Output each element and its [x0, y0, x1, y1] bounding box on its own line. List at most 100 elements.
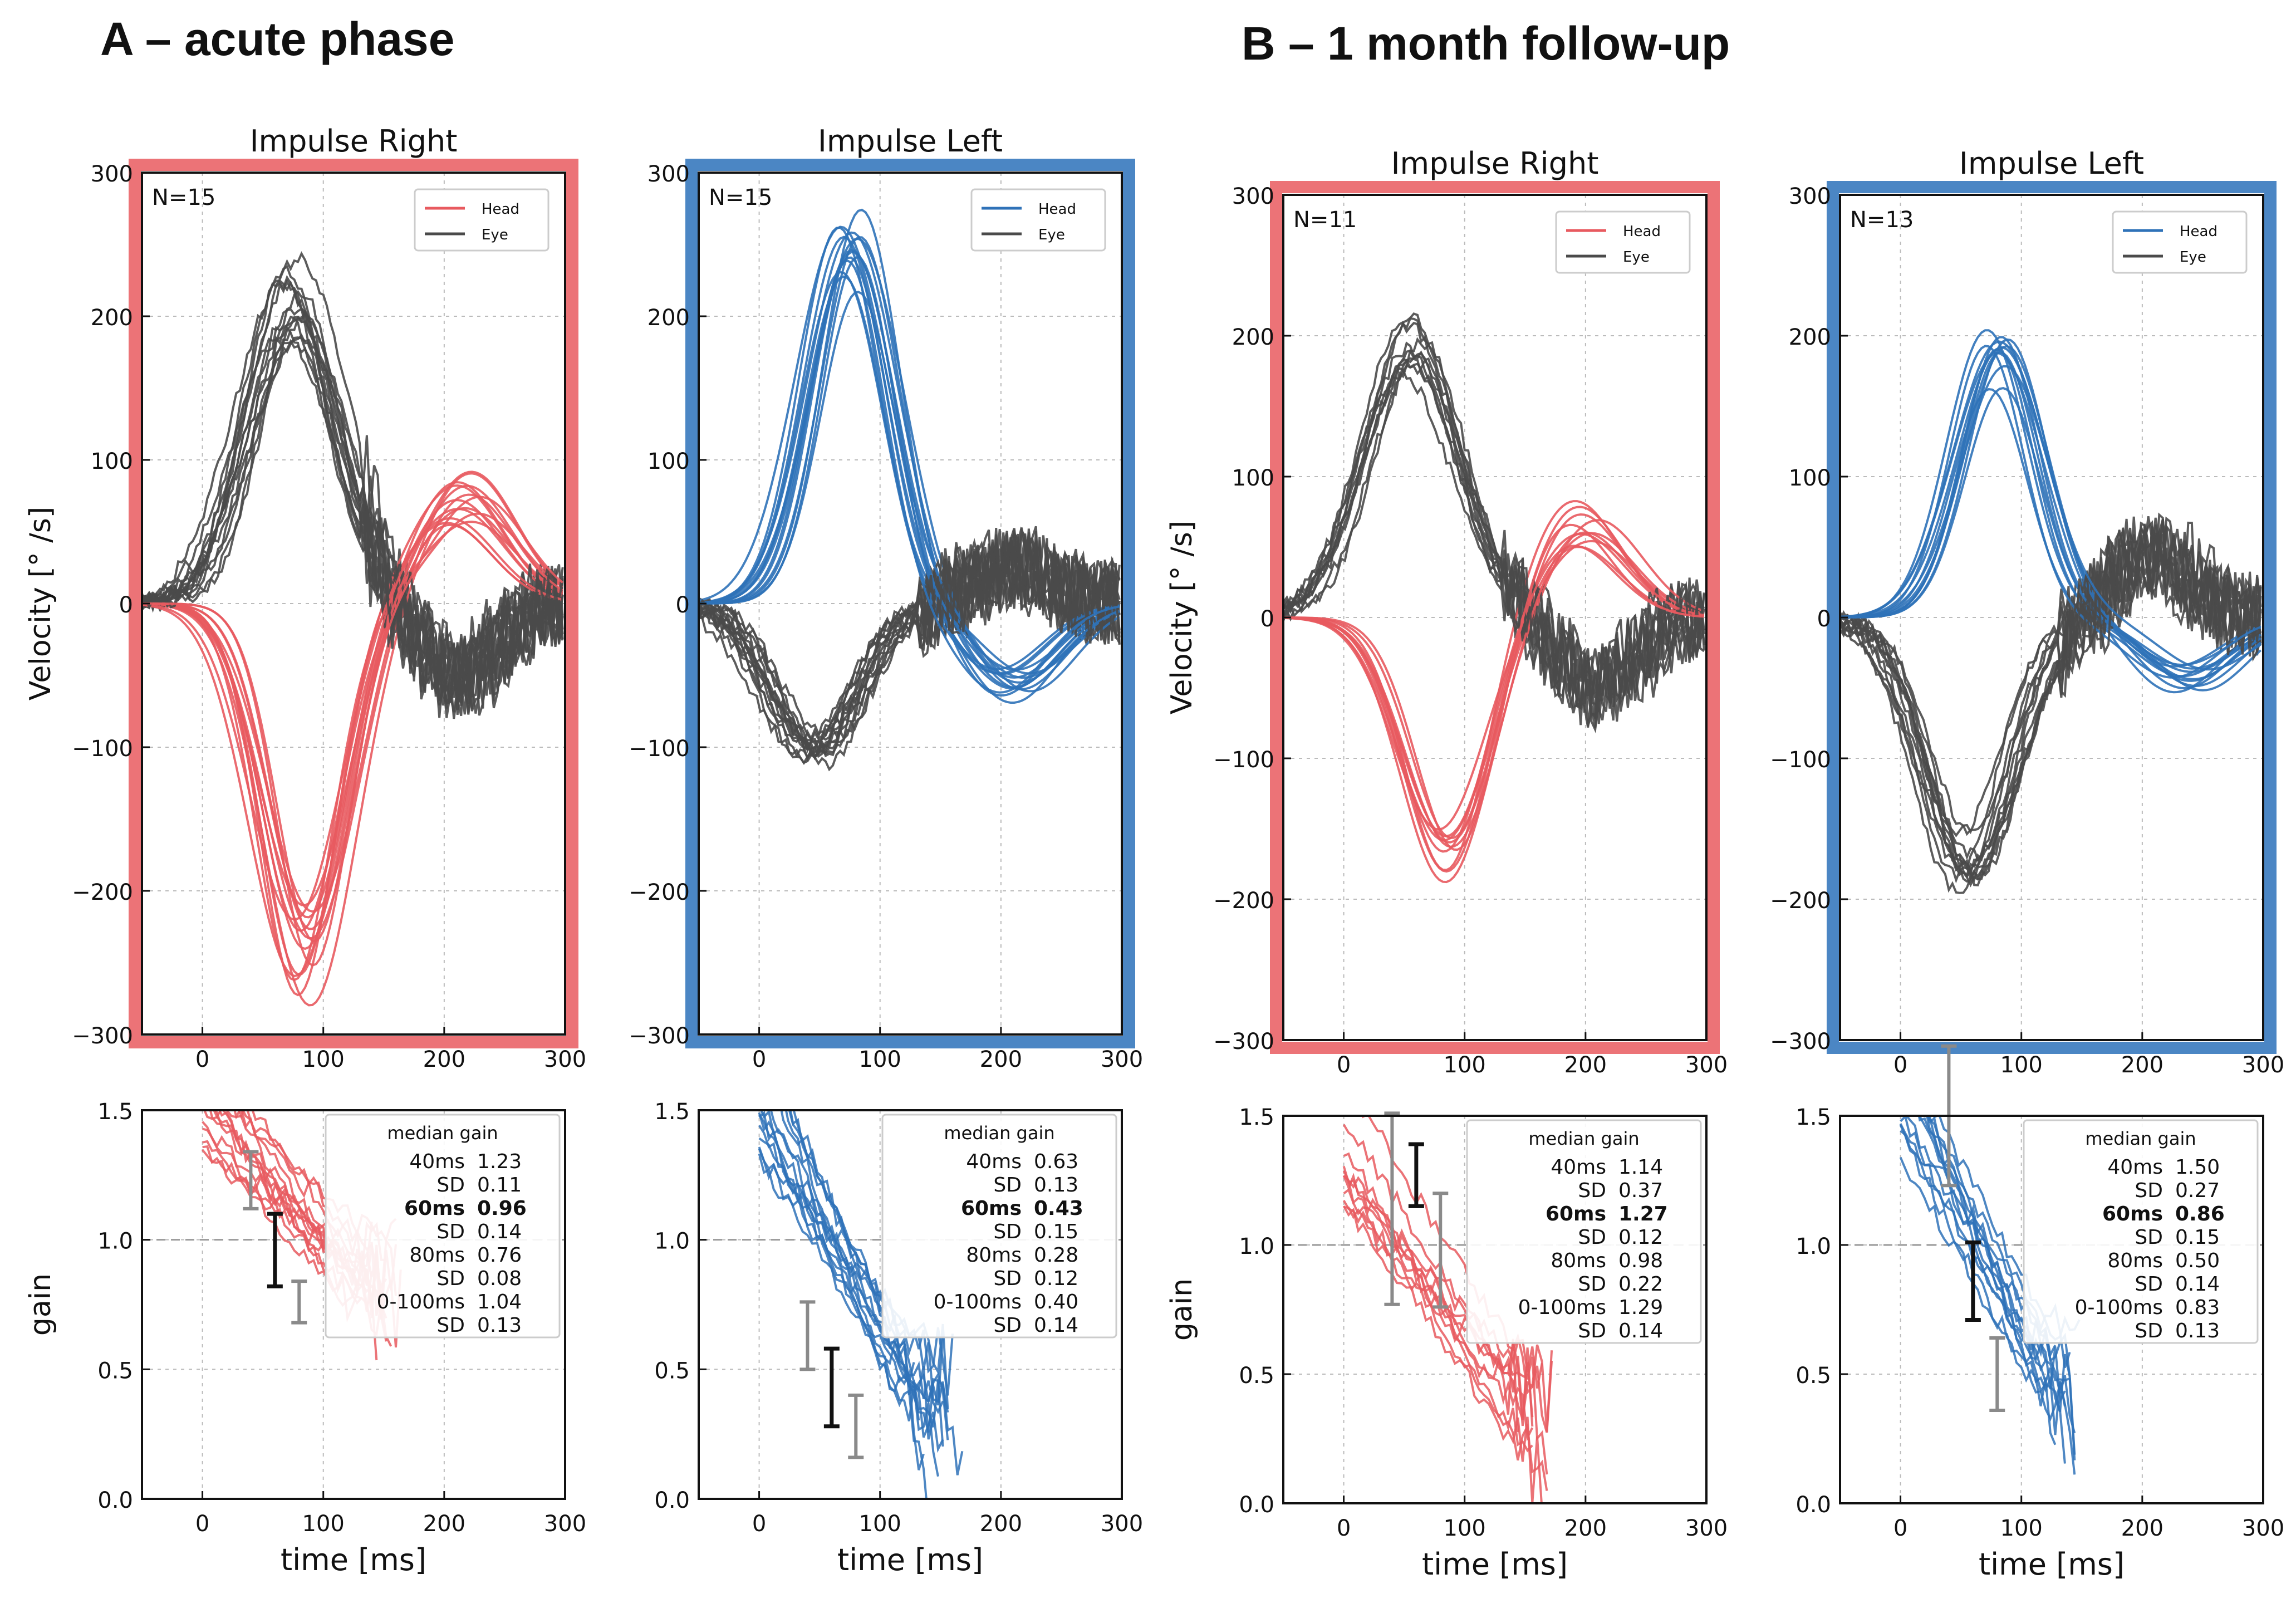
eye-trace [699, 527, 1121, 752]
gain-stats-title: median gain [2085, 1128, 2196, 1149]
head-trace [699, 256, 1120, 670]
legend-head-label: Head [482, 201, 519, 218]
velocity-traces [142, 251, 564, 1007]
gain-axes-box [1839, 1115, 2264, 1504]
xtick-label: 300 [544, 1047, 586, 1072]
gain-stat-value: 0.76 [477, 1244, 522, 1267]
gain-trace [759, 1110, 949, 1428]
gain-stat-label: SD [2135, 1320, 2163, 1342]
ytick-label: −100 [72, 736, 133, 762]
gain-xtick-label: 300 [1101, 1511, 1143, 1537]
gain-stat-label: SD [436, 1174, 465, 1197]
section-title-a: A – acute phase [100, 13, 455, 65]
gain-stat-value: 0.28 [1034, 1244, 1078, 1267]
gain-stat-label: 0-100ms [2075, 1296, 2163, 1319]
head-trace [1840, 338, 2261, 687]
gain-stat-label: SD [2135, 1273, 2163, 1296]
legend-head-label: Head [2180, 223, 2217, 240]
eye-trace [1283, 341, 1705, 734]
gain-stat-value: 0.27 [2175, 1179, 2220, 1202]
section-title-b: B – 1 month follow-up [1242, 17, 1730, 70]
gain-trace [758, 1153, 920, 1421]
head-trace [142, 496, 563, 967]
gain-stat-label: 80ms [966, 1244, 1022, 1267]
ytick-label: 0 [1260, 606, 1274, 632]
eye-trace [699, 526, 1121, 765]
ytick-label: −300 [72, 1023, 133, 1049]
gain-xtick-label: 200 [2121, 1516, 2163, 1541]
gain-ytick-label: 0.0 [1239, 1492, 1274, 1518]
gain-stat-label: SD [993, 1267, 1022, 1290]
ytick-label: 200 [91, 305, 133, 331]
gain-xtick-label: 200 [1564, 1516, 1607, 1541]
gain-stat-value: 0.22 [1618, 1273, 1663, 1296]
gain-trace [1343, 1175, 1548, 1491]
gain-ytick-label: 0.0 [97, 1488, 133, 1513]
gain-stat-label: SD [993, 1174, 1022, 1197]
gain-stat-value: 0.14 [1618, 1320, 1663, 1342]
gain-stat-label: SD [993, 1314, 1022, 1337]
ytick-label: 0 [119, 592, 133, 618]
gain-stat-value: 0.43 [1034, 1197, 1083, 1220]
gain-axes-box [1282, 1115, 1708, 1504]
panel-frame [129, 159, 578, 1048]
gain-stat-value: 0.12 [1618, 1226, 1663, 1249]
gain-ylabel: gain [1165, 1278, 1199, 1341]
ytick-label: 100 [1232, 465, 1274, 491]
head-trace [142, 522, 563, 921]
legend-head-label: Head [1623, 223, 1661, 240]
gain-trace [1899, 1156, 2076, 1475]
gain-stat-value: 1.04 [477, 1291, 522, 1313]
head-trace [1283, 546, 1704, 840]
head-trace [699, 236, 1120, 684]
head-trace [1840, 387, 2262, 692]
gain-stat-label: 40ms [2107, 1156, 2163, 1179]
xtick-label: 100 [2000, 1052, 2043, 1078]
xtick-label: 100 [859, 1047, 901, 1072]
gain-stat-label: SD [436, 1220, 465, 1243]
gain-xlabel: time [ms] [1422, 1547, 1568, 1582]
eye-trace [1840, 521, 2261, 883]
xtick-label: 300 [2242, 1052, 2284, 1078]
ytick-label: 200 [1232, 325, 1274, 350]
gain-ytick-label: 0.5 [97, 1358, 133, 1384]
gain-stat-label: 60ms [2102, 1203, 2163, 1225]
gain-stats-box [881, 1114, 1117, 1339]
ytick-label: 300 [1789, 184, 1831, 209]
eye-trace [142, 326, 564, 718]
eye-trace [1840, 512, 2262, 871]
gain-xtick-label: 0 [1893, 1516, 1907, 1541]
gain-traces [1899, 1116, 2081, 1475]
velocity-ylabel: Velocity [° /s] [1165, 521, 1199, 714]
gain-stat-label: SD [993, 1220, 1022, 1243]
eye-trace [1840, 516, 2262, 884]
ytick-label: 100 [1789, 465, 1831, 491]
head-trace [1840, 329, 2261, 673]
head-trace [142, 472, 563, 940]
gain-stat-value: 0.11 [477, 1174, 522, 1197]
gain-trace [1926, 1116, 2066, 1464]
head-trace [1283, 523, 1704, 851]
xtick-label: 0 [752, 1047, 766, 1072]
panel-frame [1270, 181, 1720, 1054]
eye-trace [1283, 337, 1705, 714]
head-trace [142, 517, 563, 919]
gain-stat-value: 0.63 [1034, 1150, 1078, 1173]
gain-xtick-label: 300 [1685, 1516, 1728, 1541]
gain-stat-value: 0.13 [477, 1314, 522, 1337]
gain-ytick-label: 1.5 [1795, 1105, 1831, 1130]
panel-title: Impulse Right [250, 124, 458, 159]
gain-xtick-label: 300 [2242, 1516, 2284, 1541]
gain-ytick-label: 1.0 [1795, 1234, 1831, 1259]
gain-stat-label: SD [2135, 1226, 2163, 1249]
panel-title: Impulse Right [1391, 146, 1599, 181]
gain-trace [758, 1110, 944, 1447]
xtick-label: 100 [1444, 1052, 1486, 1078]
gain-ytick-label: 1.0 [1239, 1234, 1274, 1259]
gain-axes-box [141, 1109, 566, 1500]
panel-title: Impulse Left [818, 124, 1003, 159]
gain-stats-box [325, 1114, 561, 1339]
gain-stat-value: 1.23 [477, 1150, 522, 1173]
